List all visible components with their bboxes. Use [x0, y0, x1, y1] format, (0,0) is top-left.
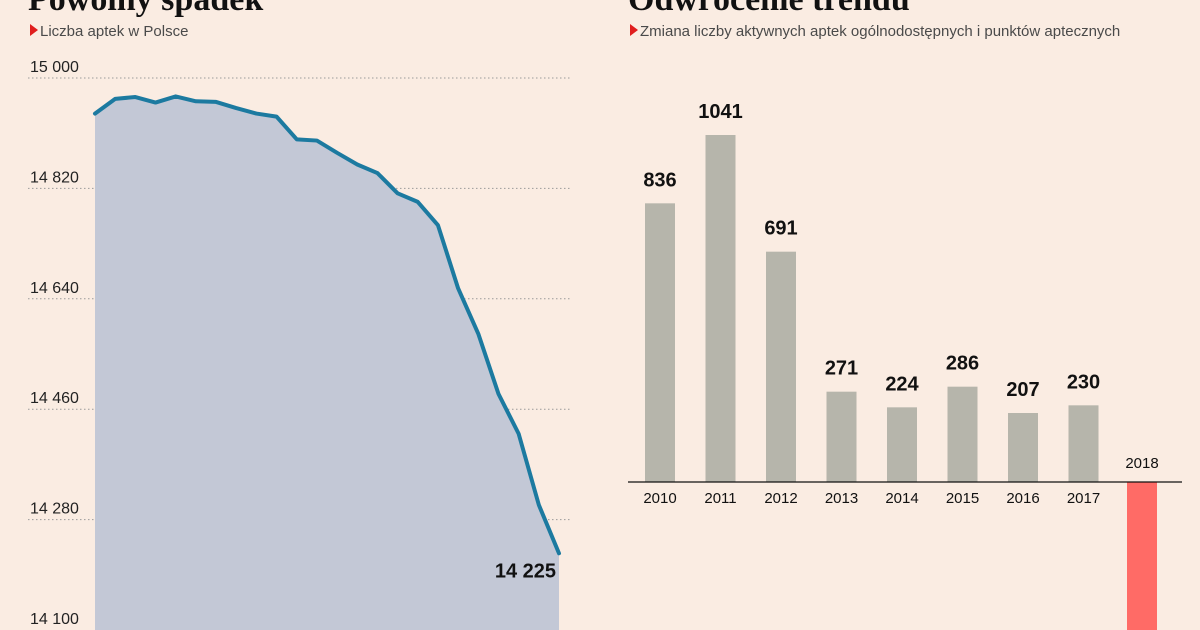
- bar-value-label: 1041: [698, 101, 743, 123]
- bar: [766, 251, 796, 482]
- bar: [1008, 413, 1038, 482]
- bar: [645, 203, 675, 483]
- end-value-label: 14 225: [495, 560, 556, 582]
- bar: [887, 407, 917, 482]
- right-chart: Odwrócenie trendu Zmiana liczby aktywnyc…: [628, 0, 1182, 630]
- left-plot: [93, 94, 561, 630]
- left-chart: Powolny spadek Liczba aptek w Polsce 15 …: [28, 0, 570, 630]
- x-tick-label: 2011: [704, 490, 736, 507]
- x-tick-label: 2015: [946, 490, 979, 507]
- area-fill: [95, 96, 559, 630]
- x-tick-label: 2016: [1006, 490, 1039, 507]
- bar-value-label: 207: [1006, 379, 1039, 401]
- x-tick-label: 2017: [1067, 490, 1100, 507]
- bar-value-label: 224: [885, 373, 919, 395]
- left-chart-subtitle: Liczba aptek w Polsce: [40, 23, 188, 40]
- bar: [705, 135, 736, 482]
- right-chart-subtitle: Zmiana liczby aktywnych aptek ogólnodost…: [640, 23, 1120, 40]
- bar: [1068, 405, 1099, 482]
- right-chart-title: Odwrócenie trendu: [628, 0, 910, 18]
- subtitle-marker-icon: [30, 24, 38, 36]
- y-tick-label: 14 100: [30, 611, 79, 628]
- bar: [826, 391, 857, 482]
- bar-value-label: 691: [764, 218, 797, 240]
- series-line: [93, 94, 561, 556]
- x-tick-label: 2013: [825, 490, 858, 507]
- y-tick-label: 14 460: [30, 390, 79, 407]
- subtitle-marker-icon: [630, 24, 638, 36]
- x-tick-label: 2014: [885, 490, 918, 507]
- bar-value-label: 230: [1067, 371, 1100, 393]
- x-tick-label: 2012: [764, 490, 797, 507]
- y-tick-label: 15 000: [30, 59, 79, 76]
- right-bars: 836 1041 691 271 224 286 207 230: [643, 101, 1157, 630]
- bar: [947, 386, 978, 482]
- bar-value-label: 271: [825, 358, 858, 380]
- right-x-axis: 2010 2011 2012 2013 2014 2015 2016 2017 2018: [643, 455, 1158, 507]
- y-tick-label: 14 280: [30, 501, 79, 518]
- x-tick-label: 2010: [643, 490, 676, 507]
- left-y-axis: 15 000 14 820 14 640 14 460 14 280 14 100: [30, 59, 79, 628]
- bar-value-label: 286: [946, 353, 979, 375]
- y-tick-label: 14 820: [30, 169, 79, 186]
- x-tick-label: 2018: [1125, 455, 1158, 472]
- y-tick-label: 14 640: [30, 280, 79, 297]
- bar-2018-negative: [1127, 482, 1157, 630]
- left-chart-title: Powolny spadek: [28, 0, 263, 18]
- bar-value-label: 836: [643, 169, 676, 191]
